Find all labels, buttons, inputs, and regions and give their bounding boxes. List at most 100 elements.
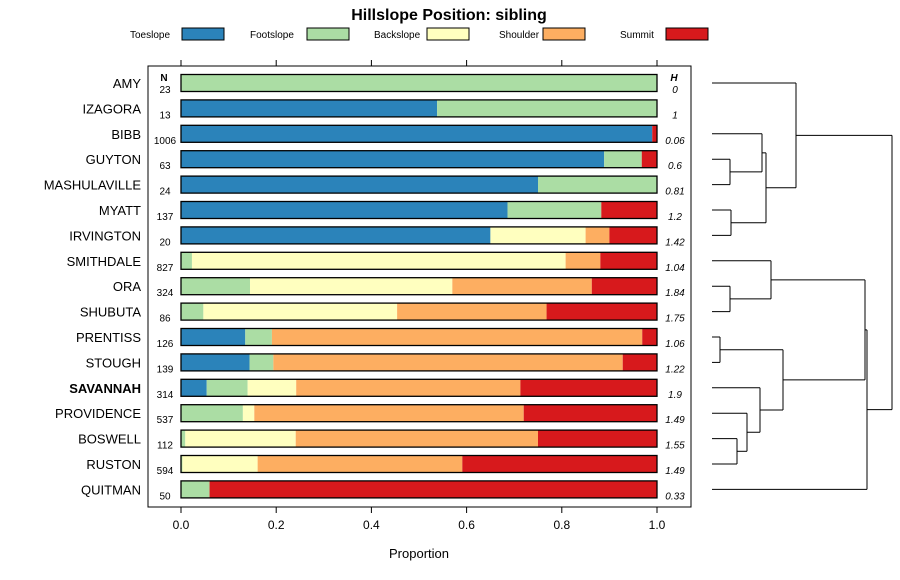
dendrogram	[712, 82, 893, 490]
n-value-izagora: 13	[159, 110, 171, 121]
n-value-stough: 139	[157, 364, 174, 375]
h-value-quitman: 0.33	[665, 491, 685, 502]
bar-segment-providence-footslope	[181, 404, 243, 422]
row-label-providence: PROVIDENCE	[55, 406, 141, 421]
bar-segment-irvington-toeslope	[181, 226, 491, 244]
row-label-mashulaville: MASHULAVILLE	[44, 178, 142, 193]
n-value-amy: 23	[159, 85, 171, 96]
bar-segment-mashulaville-footslope	[538, 176, 657, 194]
h-value-stough: 1.22	[665, 364, 685, 375]
h-value-smithdale: 1.04	[665, 263, 685, 274]
bar-segment-smithdale-shoulder	[565, 252, 601, 270]
bar-segment-ruston-backslope	[182, 455, 258, 473]
bar-outline-ruston	[180, 454, 658, 474]
row-label-ruston: RUSTON	[86, 457, 141, 472]
legend-label-shoulder: Shoulder	[499, 30, 540, 41]
row-label-savannah: SAVANNAH	[69, 381, 141, 396]
bar-segment-stough-shoulder	[273, 353, 623, 371]
bar-segment-boswell-summit	[538, 430, 657, 448]
n-value-quitman: 50	[159, 491, 171, 502]
h-value-ora: 1.84	[665, 288, 685, 299]
legend: Toeslope Footslope Backslope Shoulder Summit	[130, 27, 709, 41]
bar-segment-providence-backslope	[242, 404, 255, 422]
bar-segment-guyton-footslope	[604, 150, 642, 168]
bar-outline-stough	[180, 353, 658, 372]
bar-outline-boswell	[180, 429, 658, 448]
bar-segment-prentiss-shoulder	[271, 328, 643, 346]
bar-segment-ora-backslope	[250, 277, 453, 295]
n-value-ruston: 594	[157, 466, 174, 477]
bar-segment-savannah-shoulder	[296, 379, 521, 397]
h-value-providence: 1.49	[665, 415, 685, 426]
bar-segment-irvington-shoulder	[585, 226, 610, 244]
bar-outline-irvington	[180, 226, 658, 245]
legend-label-summit: Summit	[620, 30, 654, 41]
bar-outline-bibb	[180, 124, 658, 143]
bar-segment-irvington-backslope	[490, 226, 586, 244]
bar-segment-stough-toeslope	[181, 353, 250, 371]
bar-segment-boswell-backslope	[185, 430, 296, 448]
bar-segment-boswell-footslope	[181, 430, 186, 448]
row-label-smithdale: SMITHDALE	[67, 254, 142, 269]
row-label-irvington: IRVINGTON	[69, 228, 141, 243]
bar-segment-myatt-footslope	[507, 201, 602, 219]
h-value-amy: 0	[672, 85, 678, 96]
h-value-bibb: 0.06	[665, 136, 685, 147]
bar-segment-shubuta-backslope	[203, 303, 398, 321]
h-value-mashulaville: 0.81	[665, 187, 684, 198]
h-value-ruston: 1.49	[665, 466, 685, 477]
h-column-header: H	[670, 73, 678, 84]
bar-segment-ora-shoulder	[452, 277, 592, 295]
bar-outline-myatt	[180, 200, 658, 220]
bar-outline-guyton	[180, 150, 658, 169]
n-value-mashulaville: 24	[159, 187, 171, 198]
n-value-myatt: 137	[157, 212, 174, 223]
h-value-boswell: 1.55	[665, 441, 685, 452]
h-value-guyton: 0.6	[668, 161, 682, 172]
legend-swatch-shoulder	[542, 27, 586, 41]
bar-outline-prentiss	[180, 327, 658, 347]
bar-segment-guyton-summit	[641, 150, 657, 168]
row-label-bibb: BIBB	[111, 127, 141, 142]
bar-outline-amy	[180, 73, 658, 93]
legend-swatch-summit	[665, 27, 709, 41]
h-value-savannah: 1.9	[668, 390, 682, 401]
x-tick-label: 0.2	[268, 518, 285, 532]
row-label-ora: ORA	[113, 279, 142, 294]
h-value-irvington: 1.42	[665, 237, 685, 248]
n-value-boswell: 112	[157, 441, 173, 452]
bar-segment-smithdale-footslope	[181, 252, 192, 270]
bar-segment-izagora-toeslope	[181, 99, 438, 117]
bar-segment-izagora-footslope	[437, 99, 657, 117]
bar-segment-irvington-summit	[609, 226, 657, 244]
n-value-irvington: 20	[159, 237, 171, 248]
bar-outline-savannah	[180, 378, 658, 397]
bar-segment-myatt-toeslope	[181, 201, 508, 219]
row-label-myatt: MYATT	[99, 203, 141, 218]
h-value-shubuta: 1.75	[665, 314, 685, 325]
plot-panel	[147, 65, 692, 508]
bar-segment-ora-footslope	[181, 277, 251, 295]
x-axis-title: Proportion	[389, 546, 449, 561]
row-label-prentiss: PRENTISS	[76, 330, 141, 345]
bar-segment-myatt-summit	[601, 201, 657, 219]
bar-segment-prentiss-summit	[642, 328, 657, 346]
bar-segment-stough-summit	[622, 353, 657, 371]
bars	[180, 73, 658, 499]
bar-segment-savannah-toeslope	[181, 379, 207, 397]
legend-label-footslope: Footslope	[250, 30, 294, 41]
row-label-guyton: GUYTON	[86, 152, 141, 167]
x-axis: 0.0 0.2 0.4 0.6 0.8 1.0	[173, 60, 666, 532]
n-column-header: N	[160, 73, 167, 84]
bar-segment-savannah-footslope	[206, 379, 248, 397]
bar-segment-savannah-backslope	[247, 379, 297, 397]
bar-segment-prentiss-toeslope	[181, 328, 246, 346]
x-tick-label: 0.4	[363, 518, 380, 532]
bar-segment-ruston-shoulder	[257, 455, 463, 473]
x-tick-label: 0.6	[458, 518, 475, 532]
n-value-savannah: 314	[157, 390, 174, 401]
bar-segment-bibb-toeslope	[181, 125, 653, 143]
bar-segment-ora-summit	[591, 277, 657, 295]
bar-segment-ruston-summit	[462, 455, 657, 473]
